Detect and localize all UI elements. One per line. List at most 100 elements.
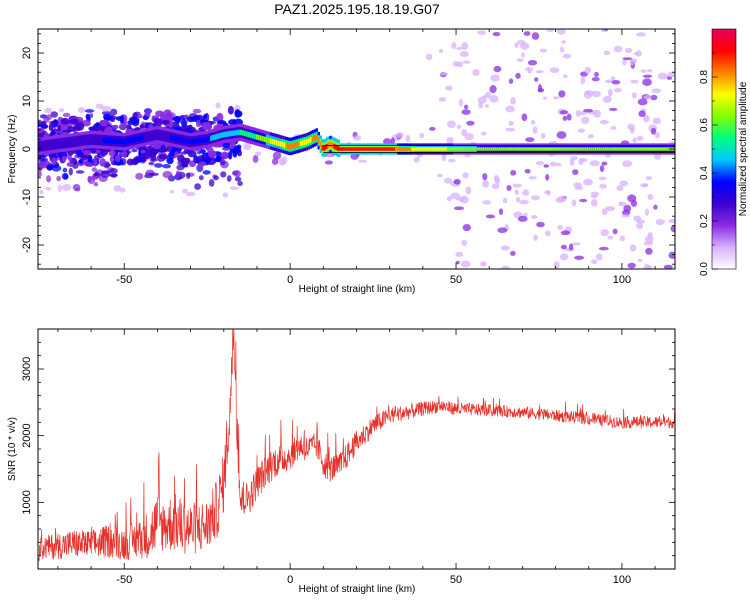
spectrogram-y-ticks: -20 -10 0 10 20 <box>21 33 675 265</box>
spectrogram-ridge-cell <box>46 142 50 148</box>
spectrogram-cell <box>510 169 517 176</box>
spectrogram-cell <box>535 70 544 74</box>
spectrogram-ridge-cell <box>343 147 346 151</box>
spectrogram-cell <box>462 223 471 232</box>
spectrogram-cell <box>272 151 282 160</box>
spectrogram-ridge-cell <box>367 147 370 151</box>
spectrogram-cell <box>66 161 75 167</box>
spectrogram-ridge-cell <box>263 136 267 142</box>
spectrogram-ridge-cell <box>576 147 579 151</box>
spectrogram-cell <box>220 171 227 178</box>
spectrogram-ridge-cell <box>514 147 518 151</box>
spectrogram-cell <box>501 265 510 269</box>
spectrogram-cell <box>217 120 227 125</box>
spectrogram-ridge-cell <box>283 142 287 148</box>
spectrogram-ridge-cell <box>548 147 551 151</box>
spectrogram-ridge-cell <box>355 147 358 151</box>
spectrogram-ridge-cell <box>84 137 88 143</box>
spectrogram-ridge-cell <box>496 147 500 151</box>
spectrogram-cell <box>559 253 569 261</box>
spectrogram-cell <box>575 109 582 117</box>
spectrogram-ridge-cell <box>122 139 125 145</box>
spectrogram-cell <box>527 59 538 66</box>
spectrogram-cell <box>280 156 288 165</box>
spectrogram-ridge-cell <box>492 147 496 151</box>
spectrogram-cell <box>647 193 654 200</box>
spectrogram-ridge-cell <box>186 138 189 144</box>
spectrogram-ridge-cell <box>466 147 470 151</box>
spectrogram-ridge-cell <box>646 147 649 151</box>
spectrogram-cell <box>508 78 514 84</box>
spectrogram-cell <box>110 108 118 116</box>
spectrogram-ridge-cell <box>255 134 259 140</box>
snr-x-label: Height of straight line (km) <box>299 584 416 595</box>
spectrogram-ridge-cell <box>578 147 581 151</box>
spectrogram-cell <box>556 162 562 167</box>
spectrogram-ridge-cell <box>462 147 466 151</box>
spectrogram-ridge-cell <box>309 137 313 143</box>
spectrogram-ridge-cell <box>196 138 199 144</box>
spectrogram-ridge-cell <box>442 147 446 151</box>
spectrogram-cell <box>629 244 637 252</box>
spectrogram-ridge-cell <box>164 133 167 140</box>
spectrogram-ridge-cell <box>622 147 625 151</box>
spectrogram-ridge-cell <box>534 147 537 151</box>
spectrogram-cell <box>84 109 95 113</box>
spectrogram-ridge-cell <box>291 143 295 149</box>
spectrogram-ridge-cell <box>192 138 195 145</box>
spectrogram-ridge-cell <box>210 135 213 141</box>
spectrogram-ridge-cell <box>429 147 432 151</box>
spectrogram-cell <box>58 108 65 113</box>
spectrogram-cell <box>505 105 515 113</box>
spectrogram-ridge-cell <box>100 137 103 143</box>
spectrogram-ridge-cell <box>337 145 340 152</box>
spectrogram-ridge-cell <box>600 147 603 151</box>
spectrogram-ridge-cell <box>152 132 155 139</box>
spectrogram-ridge-cell <box>423 147 426 151</box>
spectrogram-cell <box>208 150 217 158</box>
spectrogram-cell <box>643 95 652 100</box>
spectrogram-cell <box>453 206 464 211</box>
spectrogram-cell <box>174 115 180 124</box>
spectrogram-cell <box>636 135 644 141</box>
spectrogram-cell <box>140 149 146 154</box>
spectrogram-cell <box>492 32 501 37</box>
spectrogram-ridge-cell <box>154 132 157 138</box>
spectrogram-cell <box>446 136 454 145</box>
spectrogram-cell <box>455 251 464 257</box>
spectrogram-ridge-cell <box>516 147 520 151</box>
spectrogram-ridge-cell <box>592 147 595 151</box>
spectrogram-cell <box>605 206 616 212</box>
spectrogram-cell <box>642 78 652 87</box>
spectrogram-cell <box>491 183 500 190</box>
spectrogram-cell <box>519 199 529 205</box>
spectrogram-ridge-cell <box>397 147 400 151</box>
spectrogram-cell <box>580 76 586 85</box>
spectrogram-cell <box>498 208 504 215</box>
spectrogram-cell <box>162 164 172 169</box>
spectrogram-ridge-cell <box>357 147 360 151</box>
spectrogram-ridge-cell <box>245 131 249 137</box>
spectrogram-cell <box>490 74 500 82</box>
spectrogram-cell <box>640 69 647 73</box>
spectrogram-ridge-cell <box>233 130 237 136</box>
spectrogram-cell <box>44 107 53 114</box>
spectrogram-ridge-cell <box>42 143 46 149</box>
spectrogram-ridge-cell <box>444 147 448 151</box>
spectrogram-ridge-cell <box>299 140 303 147</box>
spectrogram-cell <box>189 126 196 132</box>
spectrogram-ridge-cell <box>458 147 462 151</box>
spectrogram-ridge-cell <box>608 147 611 151</box>
spectrogram-ridge-cell <box>638 147 641 151</box>
spectrogram-cell <box>234 176 242 182</box>
spectrogram-cell <box>632 92 637 99</box>
colorbar: 0.0 0.2 0.4 0.6 0.8 Normalized spectral ampl… <box>699 28 749 276</box>
spectrogram-cell <box>619 201 627 207</box>
spectrogram-cell <box>458 98 463 107</box>
spectrogram-ridge-cell <box>315 134 318 140</box>
spectrogram-cell <box>546 29 554 33</box>
spectrogram-cell <box>463 104 469 110</box>
spectrogram-cell <box>482 180 489 188</box>
y-tick-label: 3000 <box>21 357 33 381</box>
spectrogram-ridge-cell <box>206 136 209 143</box>
